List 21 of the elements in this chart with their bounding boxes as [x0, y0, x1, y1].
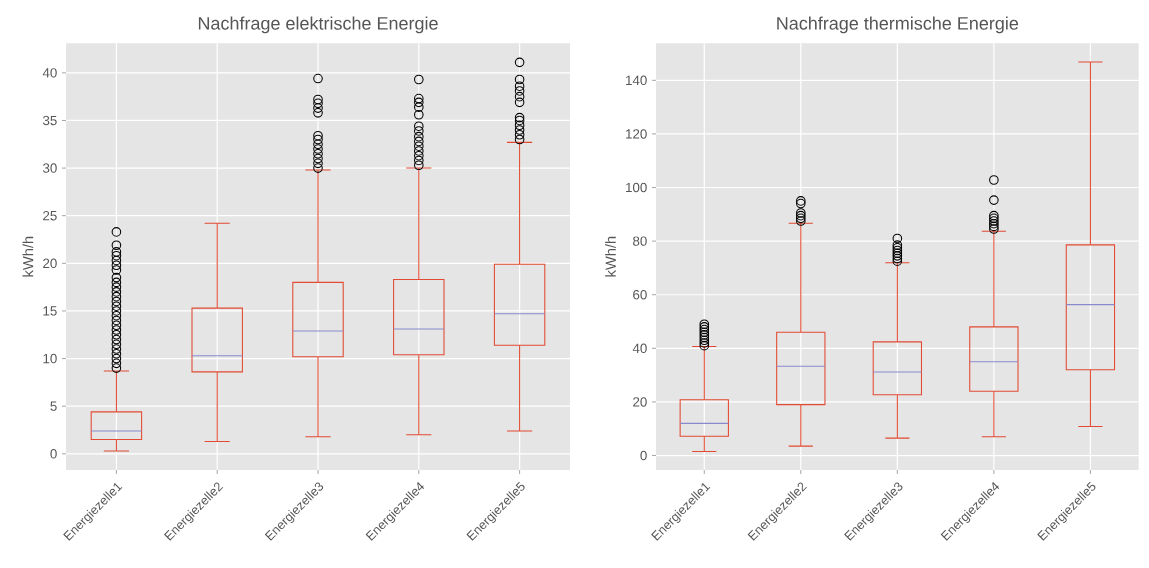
- y-tick-label: 35: [42, 115, 57, 126]
- y-tick-label: 40: [632, 343, 647, 354]
- y-tick-label: 20: [633, 397, 647, 407]
- y-axis-title: kWh/h: [22, 236, 34, 277]
- chart-title: Nachfrage thermische Energie: [777, 16, 1019, 34]
- y-tick-label: 120: [626, 129, 647, 139]
- y-tick-label: 0: [640, 450, 647, 461]
- y-tick-label: 30: [42, 163, 57, 173]
- y-tick-label: 60: [633, 290, 647, 300]
- y-tick-label: 100: [626, 182, 647, 193]
- chart-title: Nachfrage elektrische Energie: [198, 16, 438, 34]
- y-tick-label: 140: [626, 75, 647, 86]
- y-tick-label: 25: [43, 210, 57, 221]
- y-tick-label: 10: [43, 353, 57, 364]
- y-axis-title: kWh/h: [605, 236, 616, 277]
- y-tick-label: 0: [50, 449, 57, 459]
- y-tick-label: 20: [43, 258, 57, 269]
- y-tick-label: 40: [42, 68, 57, 78]
- y-tick-label: 15: [43, 306, 57, 316]
- y-tick-label: 5: [50, 401, 57, 411]
- y-tick-label: 80: [633, 236, 647, 246]
